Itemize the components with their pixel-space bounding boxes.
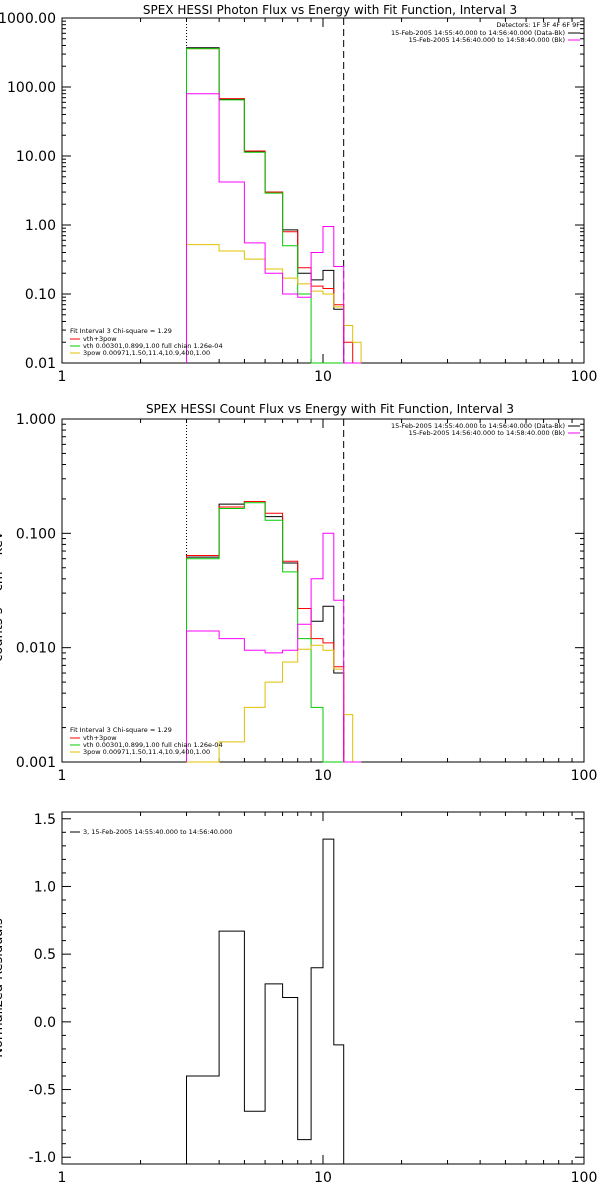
series-line-2 — [186, 48, 362, 364]
photon-flux-panel: SPEX HESSI Photon Flux vs Energy with Fi… — [0, 3, 597, 385]
legend-header: Fit Interval 3 Chi-square = 1.29 — [70, 726, 172, 734]
legend-label: 15-Feb-2005 14:55:40.000 to 14:56:40.000… — [391, 422, 565, 430]
series-line-0 — [186, 501, 362, 763]
legend-label: 15-Feb-2005 14:55:40.000 to 14:56:40.000… — [391, 29, 565, 37]
legend-label: 3pow 0.00971,1.50,11.4,10.9,400,1.00 — [83, 748, 210, 756]
x-tick-label: 1 — [58, 768, 67, 784]
y-tick-label: 0.100 — [16, 526, 56, 542]
y-tick-label: 0.001 — [16, 755, 56, 771]
y-tick-label: 1.0 — [34, 879, 56, 895]
legend-label: 3, 15-Feb-2005 14:55:40.000 to 14:56:40.… — [83, 828, 232, 836]
x-tick-label: 10 — [314, 369, 332, 385]
legend-label: vth 0.00301,0.899,1.00 full chian 1.26e-… — [83, 741, 223, 749]
residuals-plot-content: 1 10 100 -1.0 -0.5 0.0 0.5 1.0 1.5 Normalized Res… — [0, 812, 597, 1186]
legend-label: vth+3pow — [83, 734, 117, 742]
y-tick-label: 100.00 — [7, 80, 56, 96]
x-tick-label: 1 — [58, 1170, 67, 1186]
legend-label: vth+3pow — [83, 335, 117, 343]
photon-flux-plot-content: 1 10 100 0.01 0.10 1.00 10.00 100.00 1000.00 Fit … — [0, 11, 597, 385]
series-line-4 — [186, 93, 362, 364]
series-line-1 — [186, 501, 362, 763]
series-line-0 — [186, 838, 345, 1164]
legend-label: 15-Feb-2005 14:56:40.000 to 14:58:40.000… — [409, 429, 565, 437]
legend-header: Detectors: 1F 3F 4F 6F 9F — [496, 21, 580, 29]
y-tick-label: 0.5 — [34, 947, 56, 963]
y-tick-label: 0.0 — [34, 1015, 56, 1031]
count-flux-title: SPEX HESSI Count Flux vs Energy with Fit… — [146, 402, 514, 416]
series-line-1 — [186, 48, 362, 364]
residuals-panel: 1 10 100 -1.0 -0.5 0.0 0.5 1.0 1.5 Normalized Res… — [0, 811, 597, 1186]
y-tick-label: 1.5 — [34, 812, 56, 828]
x-tick-label: 100 — [571, 768, 598, 784]
x-tick-label: 10 — [314, 1170, 332, 1186]
y-tick-label: 1.00 — [25, 218, 56, 234]
y-tick-label: 0.01 — [25, 356, 56, 372]
count-flux-plot-content: 1 10 100 0.001 0.010 0.100 1.000 counts s⁻¹ cm⁻… — [0, 412, 597, 784]
x-tick-label: 1 — [58, 369, 67, 385]
series-line-0 — [186, 47, 362, 364]
legend-label: 3pow 0.00971,1.50,11.4,10.9,400,1.00 — [83, 349, 210, 357]
series-line-2 — [186, 502, 362, 763]
y-tick-label: 1.000 — [16, 412, 56, 428]
series-line-3 — [186, 244, 362, 363]
photon-flux-title: SPEX HESSI Photon Flux vs Energy with Fi… — [143, 3, 517, 17]
x-tick-label: 100 — [571, 369, 598, 385]
count-flux-panel: SPEX HESSI Count Flux vs Energy with Fit… — [0, 402, 597, 784]
y-tick-label: 0.010 — [16, 641, 56, 657]
x-tick-label: 10 — [314, 768, 332, 784]
y-tick-label: 0.10 — [25, 287, 56, 303]
legend-header: Fit Interval 3 Chi-square = 1.29 — [70, 327, 172, 335]
legend-label: vth 0.00301,0.899,1.00 full chian 1.26e-… — [83, 342, 223, 350]
y-tick-label: 1000.00 — [0, 11, 56, 27]
y-axis-label: counts s⁻¹ cm⁻² keV⁻¹ — [0, 519, 6, 662]
y-tick-label: -0.5 — [29, 1083, 56, 1099]
y-tick-label: -1.0 — [29, 1150, 56, 1166]
x-tick-label: 100 — [571, 1170, 598, 1186]
y-axis-label: Normalized Residuals — [0, 918, 6, 1058]
series-line-4 — [186, 532, 362, 763]
legend-label: 15-Feb-2005 14:56:40.000 to 14:58:40.000… — [409, 36, 565, 44]
photon-flux-plot-frame — [61, 17, 585, 364]
y-tick-label: 10.00 — [16, 149, 56, 165]
